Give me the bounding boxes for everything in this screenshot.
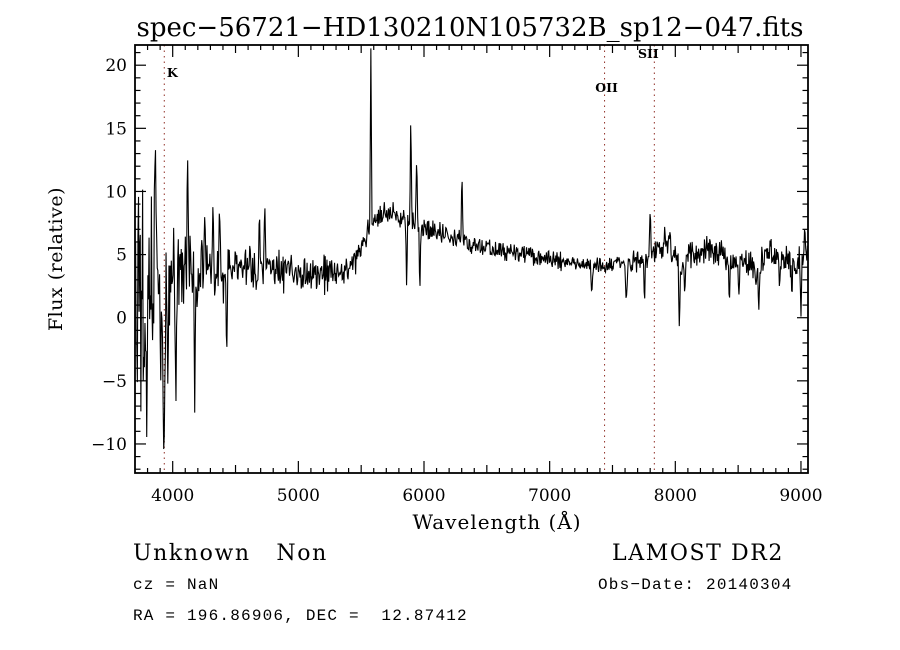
- axes: 4000 5000 6000 7000 8000 9000 20 15 10 5 0 −5 −10: [91, 44, 823, 506]
- x-tick-label: 6000: [402, 486, 445, 506]
- cz-text: cz = NaN: [133, 576, 220, 594]
- y-tick-label: −10: [91, 435, 127, 455]
- x-tick-label: 5000: [277, 486, 320, 506]
- ra-dec-text: RA = 196.86906, DEC = 12.87412: [133, 607, 468, 625]
- survey-text: LAMOST DR2: [612, 541, 784, 566]
- classification-text: Unknown Non: [133, 541, 328, 566]
- plot-title: spec−56721−HD130210N105732B_sp12−047.fit…: [137, 13, 804, 43]
- spectral-line-label-SII: SII: [638, 46, 659, 61]
- x-axis-label: Wavelength (Å): [412, 509, 581, 534]
- y-tick-label: 15: [105, 119, 127, 139]
- obs-date-text: Obs−Date: 20140304: [598, 576, 793, 594]
- spectral-line-markers: K OII SII: [163, 45, 659, 473]
- y-tick-label: −5: [102, 372, 127, 392]
- spectral-line-label-OII: OII: [595, 80, 618, 95]
- y-tick-label: 0: [116, 309, 127, 329]
- x-tick-label: 4000: [151, 486, 194, 506]
- x-tick-label: 9000: [779, 486, 822, 506]
- spectrum-path: [135, 48, 808, 450]
- plot-frame: [134, 44, 809, 474]
- y-tick-label: 20: [105, 56, 127, 76]
- spectral-line-label-K: K: [167, 65, 179, 80]
- x-tick-label: 8000: [654, 486, 697, 506]
- y-axis-label: Flux (relative): [45, 187, 67, 331]
- y-tick-label: 10: [105, 182, 127, 202]
- spectrum-series: [135, 48, 808, 450]
- x-tick-label: 7000: [528, 486, 571, 506]
- y-tick-label: 5: [116, 246, 127, 266]
